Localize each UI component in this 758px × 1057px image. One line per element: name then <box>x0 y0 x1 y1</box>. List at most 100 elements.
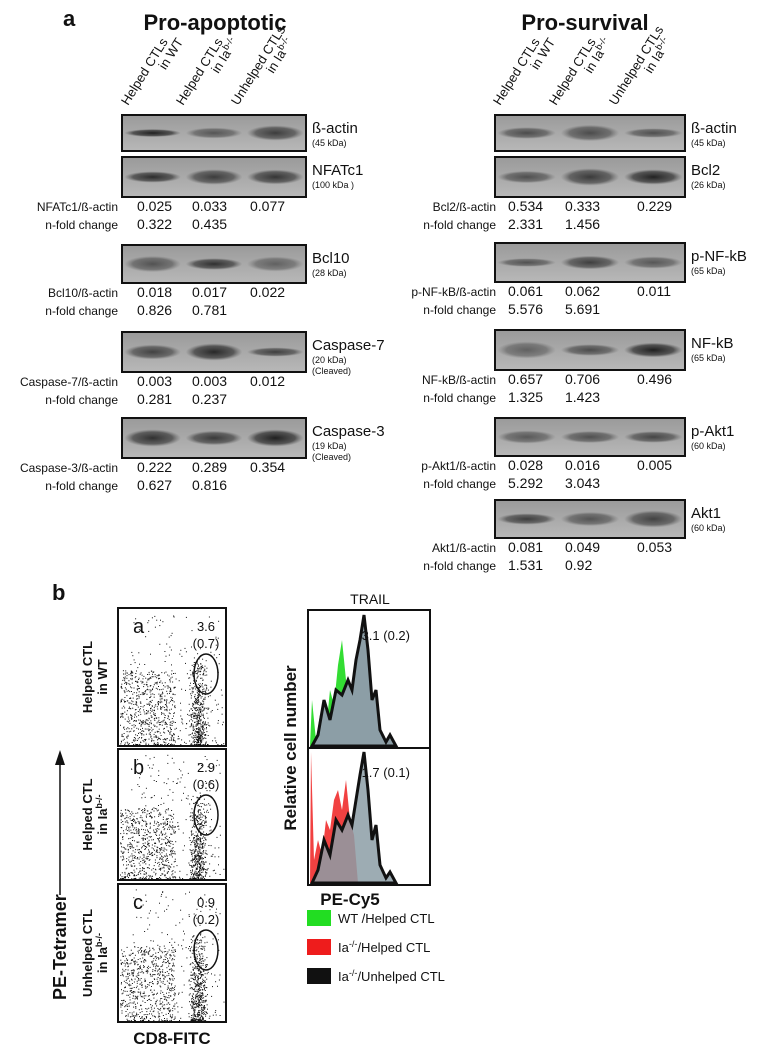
dot <box>200 710 202 712</box>
dot <box>191 630 193 632</box>
dot <box>197 823 199 825</box>
dot <box>206 712 208 714</box>
dot <box>150 836 152 838</box>
dot <box>153 839 154 841</box>
dot <box>129 955 131 957</box>
dot <box>169 1003 171 1005</box>
dot <box>171 722 173 724</box>
dot <box>127 1015 129 1017</box>
dot <box>147 844 149 846</box>
dot <box>205 1011 207 1013</box>
dot <box>155 704 157 706</box>
dot <box>166 849 168 851</box>
ratio-value: 0.033 <box>192 198 227 214</box>
dot <box>196 984 198 986</box>
dot <box>142 878 144 879</box>
dot <box>135 829 137 831</box>
dot <box>157 980 159 982</box>
dot <box>192 950 194 952</box>
dot <box>129 999 131 1001</box>
dot <box>200 720 202 722</box>
dot <box>165 860 167 862</box>
dot <box>195 995 197 997</box>
dot <box>177 1006 179 1008</box>
dot <box>159 1016 161 1018</box>
dot <box>197 939 199 941</box>
dot <box>202 693 203 695</box>
dot <box>162 822 164 824</box>
dot <box>164 996 166 998</box>
dot <box>200 726 202 728</box>
protein-size: (45 kDa) <box>312 138 347 148</box>
dot <box>195 985 197 987</box>
dot <box>152 808 153 810</box>
dot <box>197 962 199 964</box>
dot <box>136 845 138 847</box>
dot <box>179 876 180 878</box>
dot <box>143 966 145 968</box>
dot <box>195 816 197 818</box>
dot <box>143 838 145 840</box>
dot <box>200 942 202 944</box>
dot <box>195 956 197 958</box>
dot <box>195 715 197 717</box>
dot <box>195 854 197 856</box>
dot <box>198 973 200 975</box>
dot <box>177 1011 179 1013</box>
dot <box>124 673 126 675</box>
dot <box>199 738 201 740</box>
dot <box>185 742 187 744</box>
dot <box>143 1014 145 1016</box>
dot <box>193 876 195 878</box>
dot <box>122 878 124 879</box>
dot <box>169 954 171 956</box>
dot <box>200 710 201 712</box>
dot <box>203 1007 205 1009</box>
dot <box>202 982 204 983</box>
dot <box>162 833 164 835</box>
dot <box>129 861 131 863</box>
dot <box>170 688 171 690</box>
dot <box>158 813 160 815</box>
dot <box>198 670 200 672</box>
dot <box>147 829 148 831</box>
dot <box>150 695 152 697</box>
dot <box>197 853 199 855</box>
dot <box>170 814 172 816</box>
dot <box>192 1002 194 1004</box>
dot <box>145 894 147 896</box>
dot <box>200 1020 202 1021</box>
dot <box>218 847 220 849</box>
dot <box>134 991 136 993</box>
dot <box>202 686 204 688</box>
dot <box>147 674 148 675</box>
dot <box>197 809 199 811</box>
dot <box>202 853 204 855</box>
dot <box>190 714 192 716</box>
text-part: /Helped CTL <box>357 940 430 955</box>
dot <box>203 1008 205 1010</box>
dot <box>205 821 207 823</box>
fold-value: 1.325 <box>508 389 543 405</box>
dot <box>159 978 161 980</box>
dot <box>156 993 157 995</box>
dot <box>198 731 200 733</box>
dot <box>196 1005 198 1007</box>
dot <box>131 679 133 681</box>
dot <box>122 815 124 817</box>
dot <box>149 1013 150 1015</box>
dot <box>155 823 157 825</box>
dot <box>145 1014 147 1015</box>
dot <box>155 832 157 834</box>
dot <box>170 955 172 957</box>
dot <box>195 846 197 848</box>
dot <box>192 687 194 689</box>
dot <box>138 968 139 970</box>
dot <box>163 802 165 804</box>
dot <box>199 840 201 842</box>
dot <box>192 688 194 690</box>
dot <box>196 957 198 959</box>
dot <box>159 968 161 970</box>
dot <box>157 701 159 703</box>
dot <box>169 713 171 715</box>
